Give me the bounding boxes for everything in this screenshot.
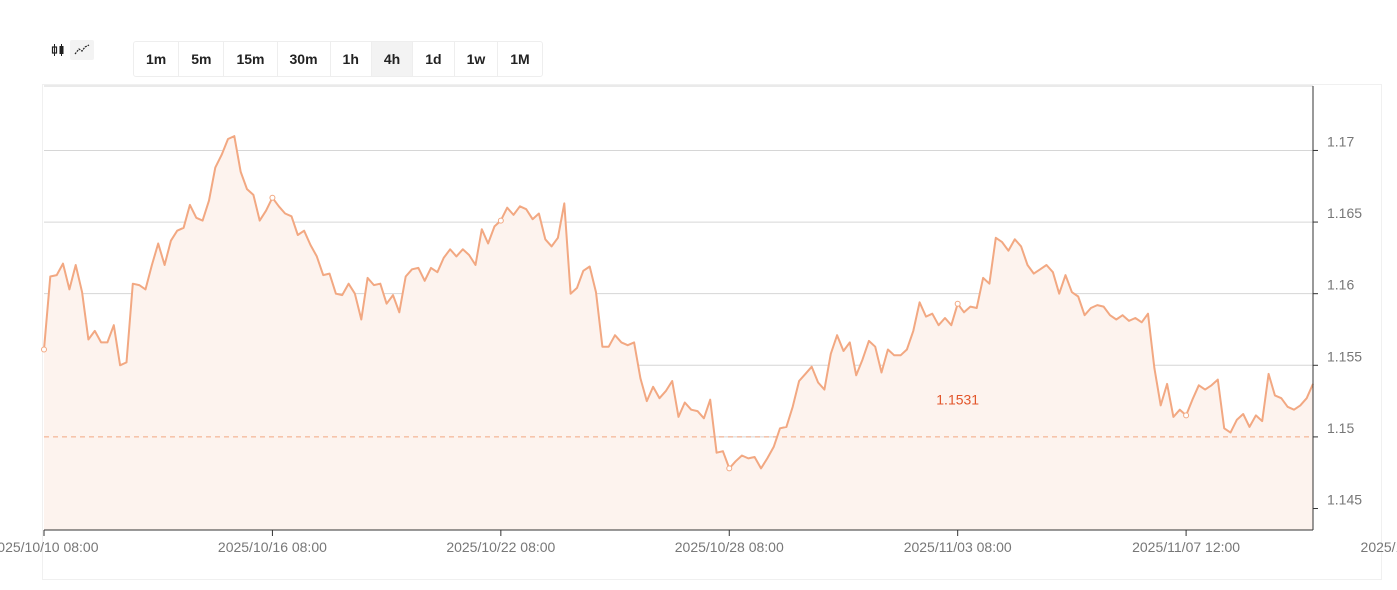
x-tick-label: 2025/10/28 08:00: [675, 539, 784, 555]
y-tick-label-1.145: 1.145: [1327, 492, 1362, 508]
y-tick-label-1.165: 1.165: [1327, 205, 1362, 221]
data-point-marker[interactable]: [954, 300, 961, 307]
x-tick-label: 2025/10/22 08:00: [446, 539, 555, 555]
timeframe-tab-1d[interactable]: 1d: [413, 42, 455, 76]
x-tick-label: 2025/10/16 08:00: [218, 539, 327, 555]
y-tick-label-1.15: 1.15: [1327, 420, 1354, 436]
timeframe-tab-1M[interactable]: 1M: [510, 51, 530, 67]
y-tick-label-1.17: 1.17: [1327, 133, 1354, 149]
x-tick-label: 2025/11/13 12:00: [1361, 539, 1397, 555]
y-tick-label-1.155: 1.155: [1327, 348, 1362, 364]
timeframe-tab-15m[interactable]: 15m: [224, 42, 278, 76]
timeframe-tab-1h[interactable]: 1h: [331, 42, 372, 76]
x-tick-label: 2025/10/10 08:00: [0, 539, 99, 555]
timeframe-tab-1w[interactable]: 1w: [455, 42, 499, 76]
timeframe-tab-4h[interactable]: 4h: [371, 42, 414, 76]
data-point-marker[interactable]: [497, 217, 504, 224]
candlestick-button[interactable]: [46, 40, 70, 60]
data-point-marker[interactable]: [726, 465, 733, 472]
price-annotation-label: 1.1531: [936, 392, 979, 408]
timeframe-tab-5m[interactable]: 5m: [179, 42, 225, 76]
timeframe-tab-1m[interactable]: 1m: [134, 42, 180, 76]
timeframe-tabs: 1m 5m 15m 30m 1h 4h 1d 1w 1M: [133, 41, 543, 77]
line-chart-button[interactable]: [70, 40, 94, 60]
chart-type-switcher: [46, 40, 94, 60]
price-area-fill: [44, 136, 1313, 530]
x-tick-label: 2025/11/03 08:00: [904, 539, 1012, 555]
price-line: [43, 135, 1314, 470]
chart-plot-area: [42, 84, 1382, 580]
y-tick-label-1.16: 1.16: [1327, 277, 1354, 293]
data-point-marker[interactable]: [1183, 412, 1190, 419]
data-point-marker[interactable]: [269, 194, 276, 201]
candlestick-icon: [51, 44, 64, 56]
line-chart-icon: [74, 44, 90, 55]
data-point-marker[interactable]: [41, 346, 47, 353]
timeframe-tab-30m[interactable]: 30m: [278, 42, 331, 76]
x-tick-label: 2025/11/07 12:00: [1132, 539, 1240, 555]
